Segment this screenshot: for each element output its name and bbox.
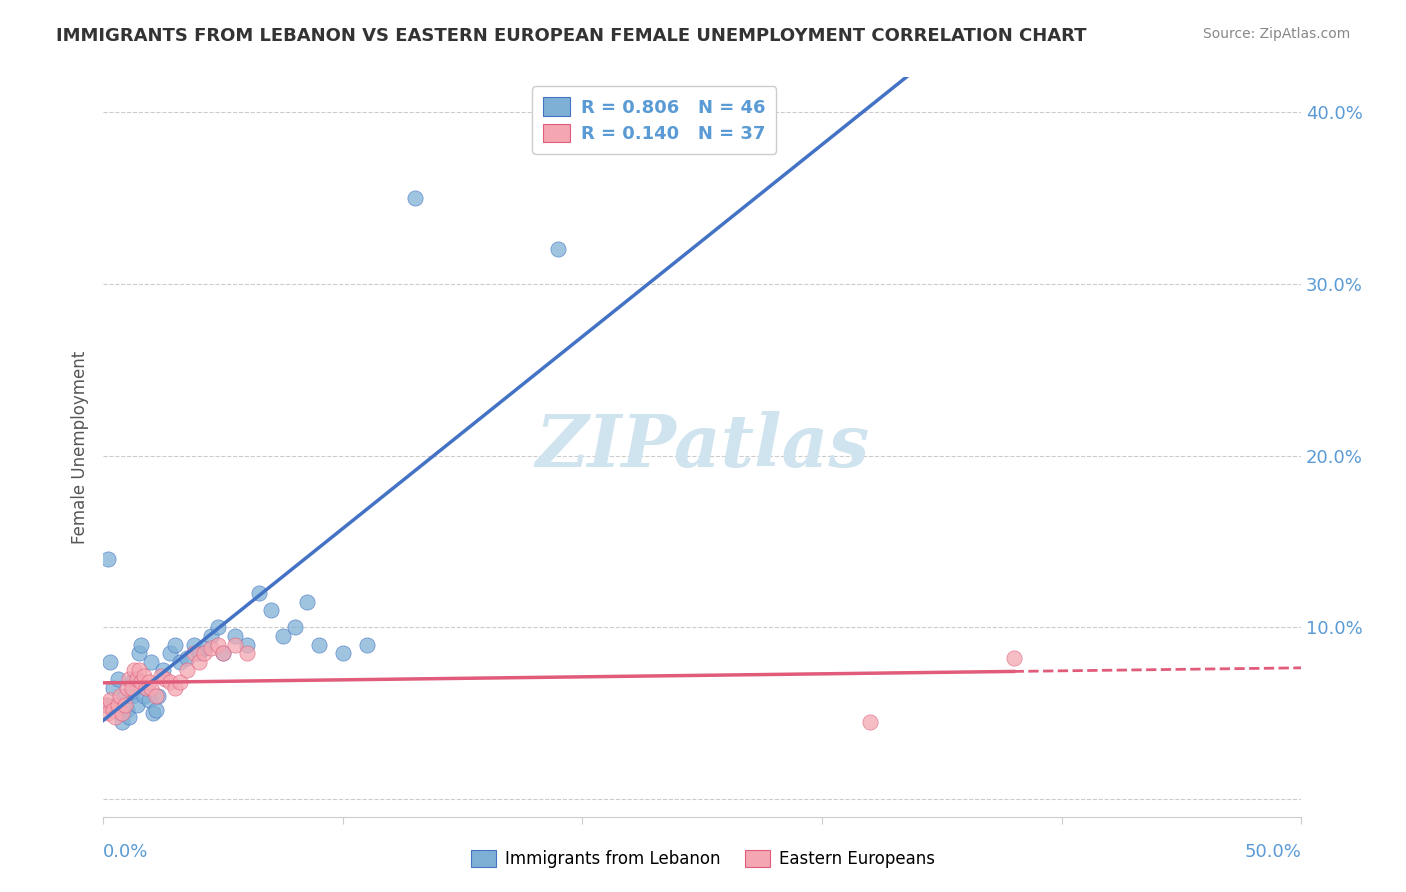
Text: 50.0%: 50.0% [1244, 843, 1301, 861]
Point [193, 646, 215, 660]
Point [152, 664, 174, 678]
Point [295, 595, 318, 609]
Point [108, 690, 131, 704]
Text: ZIPatlas: ZIPatlas [536, 411, 869, 483]
Point [98, 655, 121, 669]
Point [159, 646, 181, 660]
Point [125, 698, 148, 712]
Point [188, 646, 211, 660]
Legend: R = 0.806   N = 46, R = 0.140   N = 37: R = 0.806 N = 46, R = 0.140 N = 37 [533, 87, 776, 154]
Point [111, 714, 134, 729]
Point [108, 706, 131, 721]
Point [247, 586, 270, 600]
Point [115, 703, 138, 717]
Point [183, 638, 205, 652]
Point [145, 690, 167, 704]
Point [163, 638, 186, 652]
Point [200, 629, 222, 643]
Point [859, 714, 882, 729]
Point [236, 646, 259, 660]
Point [138, 692, 160, 706]
Point [148, 690, 170, 704]
Point [308, 638, 330, 652]
Point [132, 668, 155, 682]
Point [135, 681, 157, 695]
Point [128, 664, 150, 678]
Point [104, 698, 127, 712]
Point [104, 710, 127, 724]
Point [332, 646, 354, 660]
Point [118, 710, 141, 724]
Point [135, 681, 157, 695]
Y-axis label: Female Unemployment: Female Unemployment [72, 351, 89, 543]
Point [138, 675, 160, 690]
Point [94, 698, 117, 712]
Point [193, 641, 215, 656]
Point [115, 681, 138, 695]
Point [271, 629, 294, 643]
Point [404, 191, 426, 205]
Point [163, 681, 186, 695]
Point [107, 698, 129, 712]
Point [98, 692, 121, 706]
Point [176, 651, 198, 665]
Point [131, 675, 153, 690]
Point [1002, 651, 1025, 665]
Point [101, 703, 124, 717]
Text: IMMIGRANTS FROM LEBANON VS EASTERN EUROPEAN FEMALE UNEMPLOYMENT CORRELATION CHAR: IMMIGRANTS FROM LEBANON VS EASTERN EUROP… [56, 27, 1087, 45]
Point [260, 603, 283, 617]
Point [125, 672, 148, 686]
Point [224, 638, 246, 652]
Point [212, 646, 235, 660]
Point [547, 243, 569, 257]
Point [236, 638, 259, 652]
Point [169, 675, 191, 690]
Point [188, 655, 211, 669]
Point [114, 698, 136, 712]
Point [94, 698, 117, 712]
Point [111, 706, 134, 721]
Point [149, 668, 172, 682]
Point [212, 646, 235, 660]
Point [139, 681, 162, 695]
Point [107, 672, 129, 686]
Point [284, 620, 307, 634]
Point [145, 703, 167, 717]
Legend: Immigrants from Lebanon, Eastern Europeans: Immigrants from Lebanon, Eastern Europea… [465, 843, 941, 875]
Point [139, 655, 162, 669]
Point [97, 706, 120, 721]
Point [159, 675, 181, 690]
Point [169, 655, 191, 669]
Point [131, 638, 153, 652]
Point [356, 638, 378, 652]
Point [155, 672, 177, 686]
Point [142, 706, 165, 721]
Point [224, 629, 246, 643]
Point [176, 664, 198, 678]
Point [207, 620, 229, 634]
Point [97, 551, 120, 566]
Point [183, 646, 205, 660]
Point [118, 672, 141, 686]
Point [207, 638, 229, 652]
Point [114, 690, 136, 704]
Point [128, 646, 150, 660]
Point [101, 681, 124, 695]
Point [121, 681, 143, 695]
Text: 0.0%: 0.0% [103, 843, 149, 861]
Point [200, 641, 222, 656]
Text: Source: ZipAtlas.com: Source: ZipAtlas.com [1202, 27, 1350, 41]
Point [132, 690, 155, 704]
Point [124, 664, 146, 678]
Point [124, 672, 146, 686]
Point [121, 690, 143, 704]
